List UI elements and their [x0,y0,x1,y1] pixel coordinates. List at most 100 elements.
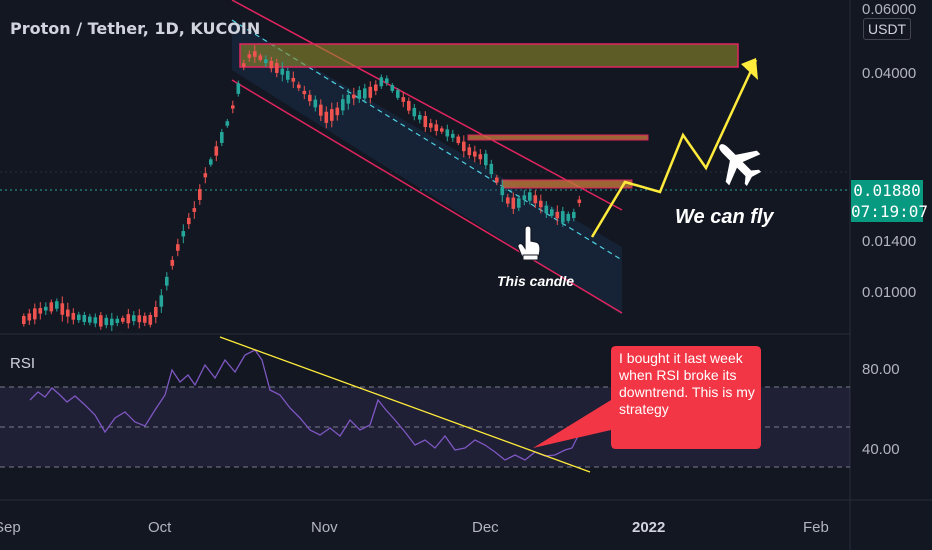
candle-body [522,195,527,200]
candle-body [137,315,142,323]
callout-text: I bought it last week when RSI broke its… [619,350,755,417]
candle-body [500,186,505,196]
candle-body [308,94,312,102]
airplane-icon [719,144,762,187]
candle-body [462,141,466,152]
callout-text-box: I bought it last week when RSI broke its… [619,350,755,417]
candle-body [132,315,136,322]
callout-bubble[interactable] [611,346,761,449]
candle-body [198,189,202,200]
candle-body [302,90,307,95]
candle-body [77,314,81,321]
candle-body [456,136,461,144]
candle-body [577,199,582,203]
candle-body [357,90,362,99]
candle-annotation[interactable]: This candle [497,273,574,289]
resistance-zone-low[interactable] [501,179,633,189]
candle-body [264,59,268,64]
candle-body [484,153,488,166]
candle-body [451,133,455,138]
candle-body [423,116,428,128]
candle-body [38,308,43,314]
candle-body [297,84,301,89]
candle-body [181,231,186,237]
pointing-hand-icon [517,225,541,261]
candle-body [374,84,378,91]
candle-body [214,146,219,156]
candle-body [412,107,417,117]
candle-body [225,121,230,126]
candle-body [489,163,494,175]
candle-body [203,173,208,178]
candle-body [187,217,191,225]
candle-body [115,318,120,324]
candle-body [539,200,543,208]
candle-body [429,123,433,128]
price-tick: 0.06000 [862,1,916,18]
candle-body [401,97,406,102]
candle-body [407,100,411,111]
candle-body [71,312,76,320]
candle-body [280,68,285,75]
candle-body [60,303,65,315]
candle-body [396,90,400,98]
time-tick: 2022 [632,519,665,536]
resistance-zone-mid[interactable] [467,134,649,141]
candle-body [231,105,235,109]
candle-body [385,78,389,83]
candle-body [324,111,329,123]
time-tick: Oct [148,519,172,536]
candle-body [555,211,560,219]
fly-annotation[interactable]: We can fly [675,206,774,228]
channel-upper-line[interactable] [231,0,623,211]
projection-path[interactable] [590,59,758,238]
candle-body [517,198,521,208]
candle-body [93,317,98,324]
candle-body [165,276,169,286]
rsi-trendline[interactable] [219,336,591,473]
candle-body [506,197,510,204]
candle-body [368,86,373,98]
candle-body [247,54,252,58]
rsi-tick: 40.00 [862,441,900,458]
price-tick: 0.04000 [862,65,916,82]
candle-body [511,197,516,209]
candle-body [99,315,103,327]
time-tick: Dec [472,519,499,536]
projection-arrowhead [741,58,758,80]
candle-body [319,104,323,116]
candle-body [22,315,26,325]
candle-body [209,159,213,165]
candle-body [550,209,554,216]
candle-body [445,129,450,137]
candle-body [379,77,384,87]
candle-body [88,316,92,323]
candle-body [440,128,444,132]
candle-body [418,115,422,120]
rsi-tick: 80.00 [862,361,900,378]
candle-body [346,94,351,104]
time-tick: Feb [803,519,829,536]
price-tick: 0.01400 [862,233,916,250]
currency-badge[interactable]: USDT [863,18,912,40]
candle-body [242,63,246,67]
channel-lower-line[interactable] [231,79,623,314]
candle-body [467,147,472,156]
candle-body [143,315,147,323]
candle-body [154,307,158,317]
candle-body [390,85,395,91]
candle-body [220,132,224,143]
candle-body [561,211,565,223]
candle-body [126,314,131,324]
candle-body [434,124,439,132]
current-price-label: 0.01880 [851,180,923,201]
candle-body [335,107,340,116]
candle-body [269,60,274,69]
rsi-line [29,349,581,461]
rsi-pane-label[interactable]: RSI [10,355,36,372]
callout-pointer [533,400,611,448]
candle-body [341,99,345,111]
resistance-zone-top[interactable] [239,43,739,68]
chart-title[interactable]: Proton / Tether, 1D, KUCOIN [10,19,261,38]
